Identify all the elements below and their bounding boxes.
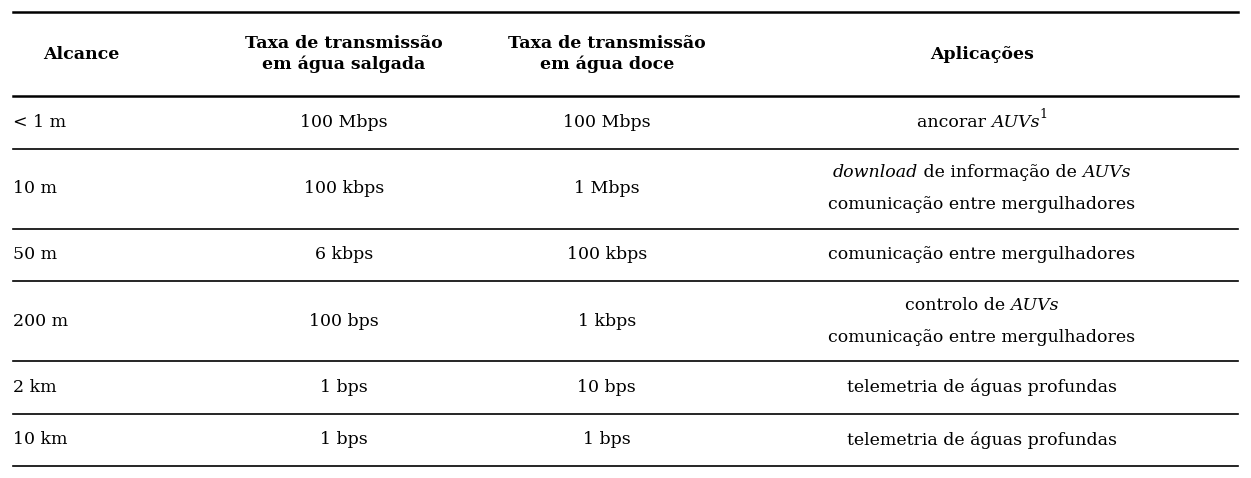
Text: controlo de: controlo de bbox=[904, 297, 1011, 314]
Text: Taxa de transmissão
em água doce: Taxa de transmissão em água doce bbox=[508, 35, 706, 74]
Text: 100 Mbps: 100 Mbps bbox=[563, 114, 651, 131]
Text: 50 m: 50 m bbox=[13, 247, 56, 263]
Text: telemetria de águas profundas: telemetria de águas profundas bbox=[847, 431, 1117, 448]
Text: de informação de: de informação de bbox=[918, 164, 1082, 181]
Text: 10 km: 10 km bbox=[13, 431, 68, 448]
Text: 1 bps: 1 bps bbox=[320, 431, 368, 448]
Text: 1 bps: 1 bps bbox=[583, 431, 631, 448]
Text: Alcance: Alcance bbox=[43, 46, 120, 63]
Text: < 1 m: < 1 m bbox=[13, 114, 65, 131]
Text: AUVs: AUVs bbox=[991, 114, 1040, 131]
Text: 100 kbps: 100 kbps bbox=[567, 247, 647, 263]
Text: Aplicações: Aplicações bbox=[929, 46, 1035, 63]
Text: 1 Mbps: 1 Mbps bbox=[574, 180, 639, 197]
Text: 100 kbps: 100 kbps bbox=[304, 180, 384, 197]
Text: comunicação entre mergulhadores: comunicação entre mergulhadores bbox=[828, 247, 1136, 263]
Text: telemetria de águas profundas: telemetria de águas profundas bbox=[847, 379, 1117, 396]
Text: comunicação entre mergulhadores: comunicação entre mergulhadores bbox=[828, 196, 1136, 213]
Text: Taxa de transmissão
em água salgada: Taxa de transmissão em água salgada bbox=[245, 35, 443, 74]
Text: 1 bps: 1 bps bbox=[320, 379, 368, 396]
Text: comunicação entre mergulhadores: comunicação entre mergulhadores bbox=[828, 328, 1136, 346]
Text: ancorar: ancorar bbox=[917, 114, 991, 131]
Text: 10 bps: 10 bps bbox=[578, 379, 636, 396]
Text: 10 m: 10 m bbox=[13, 180, 56, 197]
Text: 2 km: 2 km bbox=[13, 379, 56, 396]
Text: 200 m: 200 m bbox=[13, 313, 68, 330]
Text: 1: 1 bbox=[1040, 108, 1047, 120]
Text: AUVs: AUVs bbox=[1011, 297, 1060, 314]
Text: 100 bps: 100 bps bbox=[309, 313, 379, 330]
Text: download: download bbox=[833, 164, 918, 181]
Text: 1 kbps: 1 kbps bbox=[578, 313, 636, 330]
Text: 100 Mbps: 100 Mbps bbox=[300, 114, 388, 131]
Text: 6 kbps: 6 kbps bbox=[315, 247, 373, 263]
Text: AUVs: AUVs bbox=[1082, 164, 1131, 181]
